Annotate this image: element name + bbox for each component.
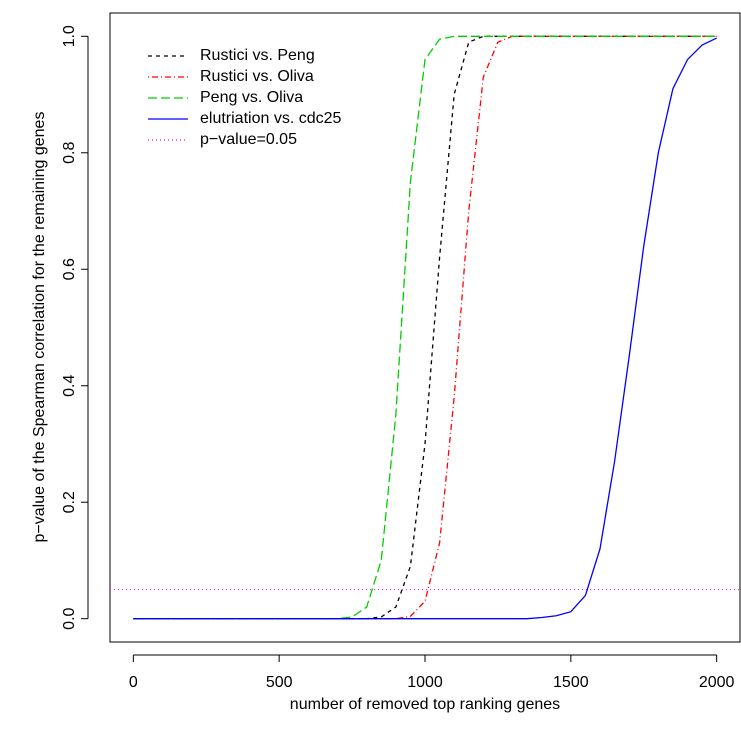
series-line — [133, 37, 717, 620]
legend-label: p−value=0.05 — [200, 131, 297, 148]
legend-label: elutriation vs. cdc25 — [200, 110, 342, 127]
x-tick-label: 2000 — [699, 674, 735, 691]
x-tick-label: 1000 — [407, 674, 443, 691]
y-tick-label: 0.6 — [61, 258, 78, 280]
x-axis-label: number of removed top ranking genes — [290, 696, 560, 713]
plot-box — [109, 12, 741, 643]
legend-label: Rustici vs. Peng — [200, 47, 315, 64]
x-tick-label: 0 — [129, 674, 138, 691]
x-tick-label: 1500 — [553, 674, 589, 691]
y-tick-label: 0.4 — [61, 375, 78, 397]
y-tick-label: 1.0 — [61, 25, 78, 47]
legend-label: Rustici vs. Oliva — [200, 68, 314, 85]
y-tick-label: 0.2 — [61, 491, 78, 513]
y-axis-label: p−value of the Spearman correlation for … — [31, 112, 48, 543]
x-tick-label: 500 — [266, 674, 293, 691]
legend-label: Peng vs. Oliva — [200, 89, 303, 106]
y-tick-label: 0.0 — [61, 607, 78, 629]
y-tick-label: 0.8 — [61, 142, 78, 164]
